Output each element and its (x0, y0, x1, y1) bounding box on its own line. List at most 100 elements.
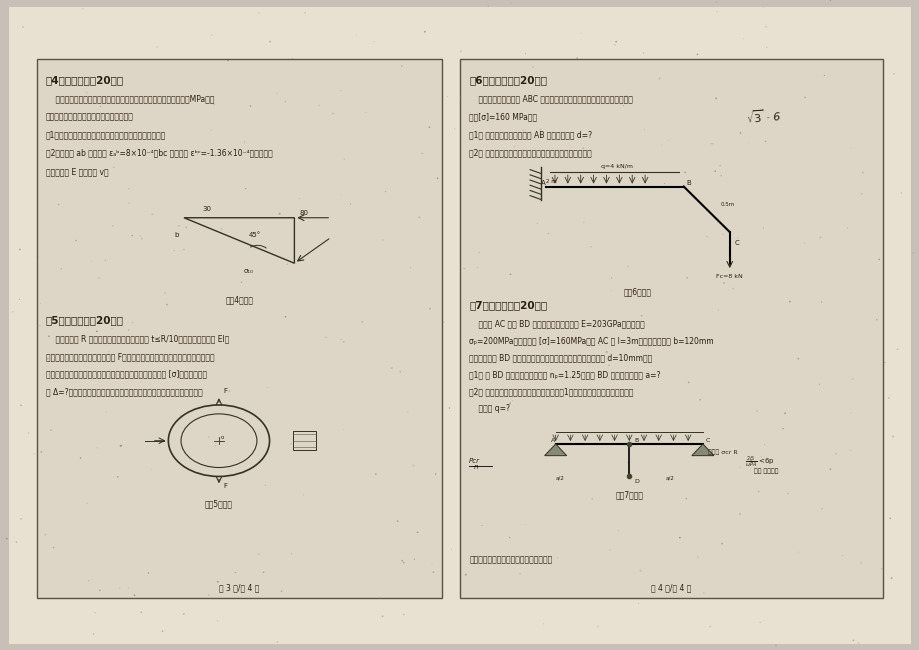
Point (157, 288, 172, 298)
Text: 可有 最终平衡: 可有 最终平衡 (754, 469, 778, 474)
Point (843, 143, 857, 153)
Point (823, 0, 837, 6)
Point (31, 251, 46, 261)
Point (292, 193, 307, 203)
Point (506, 142, 521, 152)
Point (79, 87, 94, 98)
Point (336, 424, 351, 435)
Point (412, 212, 426, 222)
Point (470, 263, 484, 273)
Point (458, 569, 472, 580)
Text: 从某弹性体内取出的平面应力状态的单元体加图所示（应力单位：MPa）。: 从某弹性体内取出的平面应力状态的单元体加图所示（应力单位：MPa）。 (46, 94, 214, 103)
Text: 图示架 AC 和柱 BD 材料相同，其弹性模量 E=203GPa，比例极限: 图示架 AC 和柱 BD 材料相同，其弹性模量 E=203GPa，比例极限 (469, 320, 644, 329)
Text: （第7题图）: （第7题图） (615, 491, 642, 500)
Point (850, 638, 865, 648)
Point (153, 96, 168, 107)
Point (730, 233, 744, 243)
Point (584, 493, 599, 504)
Point (755, 223, 770, 233)
Point (272, 209, 287, 219)
Text: 45°: 45° (248, 232, 260, 239)
Point (679, 273, 694, 283)
Point (257, 480, 272, 491)
Point (758, 21, 773, 32)
Point (503, 269, 517, 280)
Point (243, 101, 257, 111)
Point (343, 199, 357, 209)
Point (233, 277, 248, 287)
Point (636, 124, 651, 135)
Point (710, 305, 725, 315)
Point (502, 372, 516, 383)
Text: （第4题图）: （第4题图） (225, 296, 253, 305)
Point (661, 135, 675, 146)
Text: 0.5m: 0.5m (720, 202, 734, 207)
Point (400, 407, 414, 417)
Point (425, 567, 440, 577)
Text: F: F (223, 483, 227, 489)
Point (54, 264, 69, 274)
Point (527, 98, 541, 108)
Point (263, 36, 278, 47)
Text: B: B (633, 438, 638, 443)
Text: Pcr: Pcr (469, 458, 480, 465)
Point (768, 640, 783, 650)
Point (525, 62, 539, 72)
Point (732, 462, 746, 473)
Point (502, 532, 516, 543)
Point (575, 143, 590, 153)
Point (201, 590, 216, 601)
Text: 第 4 页/共 4 页: 第 4 页/共 4 页 (651, 584, 691, 593)
Point (134, 607, 149, 618)
Point (210, 577, 225, 587)
Point (681, 377, 696, 387)
Point (632, 566, 647, 576)
Text: （2） 若不考虑架的强度和刚度，同在满足（1）条件下架所能承担的最大均分: （2） 若不考虑架的强度和刚度，同在满足（1）条件下架所能承担的最大均分 (469, 387, 633, 396)
Point (576, 217, 591, 228)
Point (6, 307, 20, 317)
Text: 平均半径为 R 的开口薄壁圆环，设圆环壁厚 t≤R/10，截面抗弯刚度为 EI。: 平均半径为 R 的开口薄壁圆环，设圆环壁厚 t≤R/10，截面抗弯刚度为 EI。 (46, 335, 229, 344)
Point (607, 40, 621, 50)
Point (855, 167, 869, 177)
Point (474, 520, 489, 530)
Point (630, 598, 645, 608)
Point (255, 567, 270, 577)
Point (87, 608, 102, 618)
Point (369, 469, 383, 479)
Point (603, 285, 618, 296)
Text: q=4 kN/m: q=4 kN/m (600, 164, 632, 170)
Point (176, 244, 191, 255)
Point (707, 166, 721, 176)
Point (843, 408, 857, 418)
Text: 第6题（计算题、20分）: 第6题（计算题、20分） (469, 75, 547, 84)
Text: 钢制直角等截面折杆 ABC 所受荷载与各股长度如图所示。若已知其许用: 钢制直角等截面折杆 ABC 所受荷载与各股长度如图所示。若已知其许用 (469, 94, 632, 103)
Point (716, 278, 731, 288)
Point (372, 593, 387, 603)
Text: C: C (705, 438, 709, 443)
Point (14, 400, 28, 411)
Point (732, 509, 746, 519)
Bar (292, 431, 315, 450)
Point (69, 235, 84, 246)
Point (503, 0, 517, 8)
Point (536, 145, 550, 155)
Point (406, 554, 421, 564)
Point (284, 549, 299, 559)
Point (134, 233, 149, 244)
Point (777, 408, 791, 419)
Point (414, 148, 429, 159)
Point (503, 398, 517, 409)
Point (159, 300, 174, 310)
Point (375, 235, 390, 245)
Polygon shape (691, 444, 713, 456)
Point (366, 36, 380, 47)
Text: A: A (550, 438, 555, 443)
Point (843, 445, 857, 455)
Point (46, 542, 61, 552)
Point (355, 317, 369, 327)
Text: b: b (175, 232, 179, 239)
Point (214, 224, 229, 234)
Point (81, 576, 96, 586)
Point (178, 222, 193, 233)
Point (14, 514, 28, 524)
